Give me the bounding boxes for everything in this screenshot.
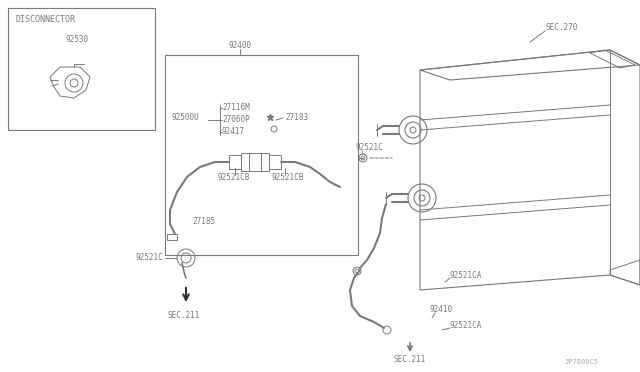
Bar <box>241 153 269 171</box>
Text: 92417: 92417 <box>222 128 245 137</box>
Bar <box>167 234 177 240</box>
Text: 27183: 27183 <box>285 113 308 122</box>
Text: SEC.270: SEC.270 <box>545 23 577 32</box>
Text: SEC.211: SEC.211 <box>393 356 426 365</box>
Text: 92521CA: 92521CA <box>450 321 483 330</box>
Text: 92530: 92530 <box>65 35 88 45</box>
Bar <box>229 155 241 169</box>
Text: 92521CA: 92521CA <box>450 270 483 279</box>
Text: 92521CB: 92521CB <box>272 173 305 183</box>
Text: 92500U: 92500U <box>172 113 200 122</box>
Text: 92521CB: 92521CB <box>217 173 250 183</box>
Text: SEC.211: SEC.211 <box>168 311 200 320</box>
Text: 27185: 27185 <box>192 218 215 227</box>
Text: 92521C: 92521C <box>135 253 163 263</box>
Text: 92521C: 92521C <box>355 144 383 153</box>
Text: 92400: 92400 <box>228 42 252 51</box>
Text: 27116M: 27116M <box>222 103 250 112</box>
Text: DISCONNECTOR: DISCONNECTOR <box>15 16 75 25</box>
Text: 92410: 92410 <box>430 305 453 314</box>
Text: 27060P: 27060P <box>222 115 250 125</box>
Text: JP7800C5: JP7800C5 <box>565 359 599 365</box>
Bar <box>269 155 281 169</box>
